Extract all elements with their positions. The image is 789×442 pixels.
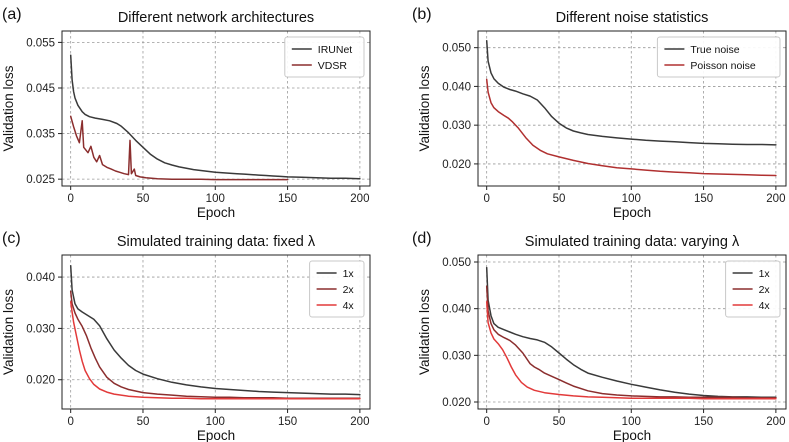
legend: 1x 2x 4x: [309, 260, 365, 318]
y-tick-label: 0.040: [26, 272, 55, 284]
legend-label: VDSR: [318, 60, 348, 72]
legend: IRUNet VDSR: [284, 36, 365, 78]
legend: 1x 2x 4x: [725, 260, 781, 318]
y-tick-label: 0.020: [26, 375, 55, 387]
chart-title: Simulated training data: varying λ: [525, 234, 740, 250]
legend-label: 1x: [343, 268, 355, 280]
y-tick-label: 0.030: [26, 323, 55, 335]
y-tick-label: 0.030: [442, 350, 471, 362]
x-tick-label: 50: [137, 416, 150, 428]
x-tick-label: 150: [694, 193, 713, 205]
x-tick-label: 0: [483, 416, 489, 428]
x-tick-label: 150: [694, 416, 713, 428]
legend-label: 1x: [759, 268, 771, 280]
series-line-irunet: [69, 54, 361, 180]
y-tick-label: 0.050: [442, 43, 471, 55]
plot-frame: [61, 30, 371, 187]
plot-frame: [477, 254, 787, 410]
x-axis-label: Epoch: [613, 205, 651, 220]
y-tick-label: 0.055: [26, 37, 55, 49]
series-line-4x: [69, 300, 361, 400]
panel-label: (d): [412, 230, 432, 247]
legend-box: [284, 36, 365, 78]
chart-title: Simulated training data: fixed λ: [117, 234, 316, 250]
panel-label: (a): [2, 6, 22, 23]
legend-label: 2x: [759, 284, 771, 296]
x-tick-label: 0: [67, 416, 73, 428]
x-axis-label: Epoch: [197, 428, 235, 442]
panel-label: (b): [412, 6, 432, 23]
y-tick-label: 0.020: [442, 159, 471, 171]
legend-box: [309, 260, 365, 318]
y-tick-label: 0.025: [26, 174, 55, 186]
x-tick-label: 50: [553, 416, 566, 428]
x-axis-label: Epoch: [613, 428, 651, 442]
y-axis-label: Validation loss: [417, 289, 432, 375]
panel-d: (d) Simulated training data: varying λ 0 50…: [412, 230, 787, 442]
x-tick-label: 100: [206, 416, 225, 428]
x-tick-label: 0: [67, 193, 73, 205]
x-tick-label: 100: [622, 193, 641, 205]
legend-label: 4x: [759, 300, 771, 312]
panel-c: (c) Simulated training data: fixed λ 0 50 10…: [1, 230, 371, 442]
series-line-4x: [485, 300, 777, 400]
series-line-vdsr: [69, 115, 289, 181]
chart-title: Different noise statistics: [556, 10, 709, 26]
legend-label: Poisson noise: [690, 60, 756, 72]
plot-frame: [477, 30, 787, 187]
legend-label: 4x: [343, 300, 355, 312]
series-line-poisson-noise: [485, 78, 777, 177]
series-line-1x: [69, 265, 361, 396]
y-tick-label: 0.040: [442, 81, 471, 93]
x-axis-label: Epoch: [197, 205, 235, 220]
series-line-2x: [485, 285, 777, 399]
legend-label: 2x: [343, 284, 355, 296]
y-tick-label: 0.040: [442, 304, 471, 316]
x-tick-label: 150: [278, 193, 297, 205]
legend-box: [725, 260, 781, 318]
x-tick-label: 200: [766, 193, 785, 205]
panel-b: (b) Different noise statistics 0 50 100 150 20…: [412, 6, 787, 220]
legend-box: [656, 36, 781, 78]
panel-a: (a) Different network architectures 0 50 100…: [1, 6, 371, 220]
y-tick-label: 0.035: [26, 129, 55, 141]
chart-title: Different network architectures: [118, 10, 314, 26]
panel-label: (c): [2, 230, 21, 247]
plot-frame: [61, 254, 371, 410]
x-tick-label: 100: [622, 416, 641, 428]
x-tick-label: 200: [766, 416, 785, 428]
x-tick-label: 50: [137, 193, 150, 205]
legend-label: IRUNet: [318, 44, 353, 56]
y-tick-label: 0.020: [442, 397, 471, 409]
x-tick-label: 150: [278, 416, 297, 428]
series-line-1x: [485, 266, 777, 399]
y-tick-label: 0.050: [442, 257, 471, 269]
legend-label: True noise: [690, 44, 739, 56]
x-tick-label: 200: [350, 416, 369, 428]
y-tick-label: 0.045: [26, 83, 55, 95]
x-tick-label: 100: [206, 193, 225, 205]
x-tick-label: 50: [553, 193, 566, 205]
x-tick-label: 200: [350, 193, 369, 205]
y-axis-label: Validation loss: [417, 65, 432, 151]
y-axis-label: Validation loss: [1, 65, 16, 151]
y-axis-label: Validation loss: [1, 289, 16, 375]
x-tick-label: 0: [483, 193, 489, 205]
y-tick-label: 0.030: [442, 120, 471, 132]
legend: True noise Poisson noise: [656, 36, 781, 78]
series-line-true-noise: [485, 39, 777, 146]
